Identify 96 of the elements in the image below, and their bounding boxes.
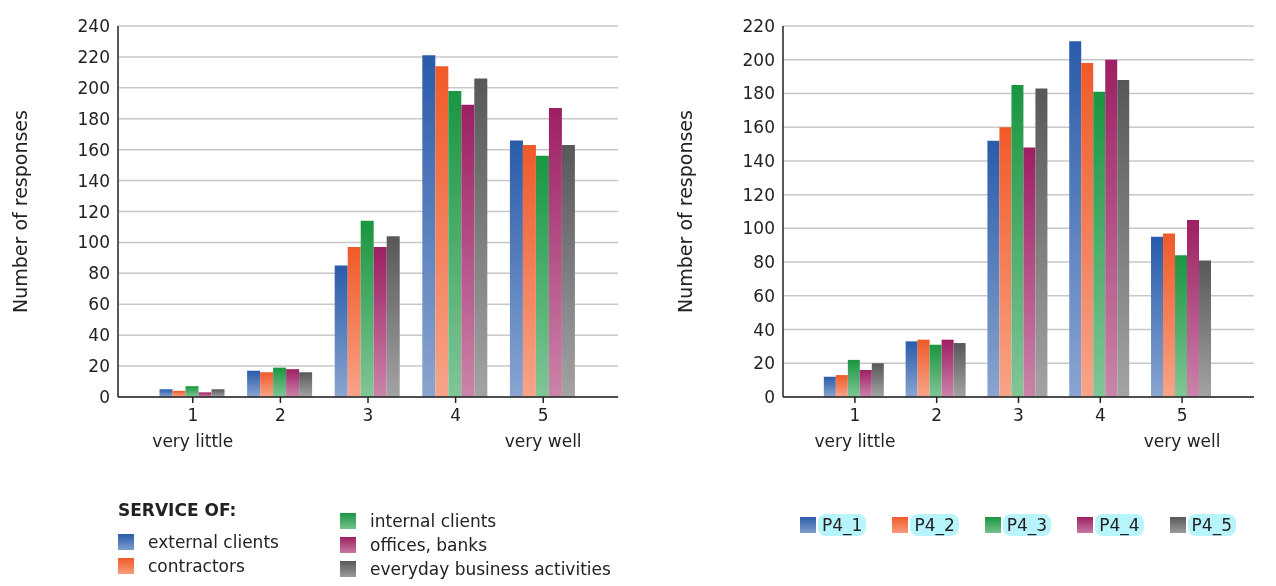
bar xyxy=(1175,255,1188,397)
bar xyxy=(953,343,966,397)
legend-label: offices, banks xyxy=(370,535,487,555)
legend-label: P4_3 xyxy=(1002,514,1052,536)
legend-title: SERVICE OF: xyxy=(118,500,238,522)
y-tick-label: 20 xyxy=(88,356,110,377)
bar xyxy=(474,78,488,397)
bar xyxy=(299,372,313,397)
bar xyxy=(1035,88,1048,397)
bar xyxy=(535,155,549,397)
bar xyxy=(260,372,274,397)
bar xyxy=(1011,85,1024,397)
bar xyxy=(509,140,523,397)
bar xyxy=(1117,79,1130,397)
y-tick-label: 240 xyxy=(77,16,110,37)
y-tick-label: 200 xyxy=(77,77,110,98)
bar xyxy=(185,386,199,397)
bar xyxy=(999,127,1012,397)
bar xyxy=(448,90,462,397)
y-tick-label: 60 xyxy=(88,294,110,315)
bar xyxy=(422,55,436,397)
bar xyxy=(1187,219,1200,397)
y-tick-label: 0 xyxy=(764,387,775,408)
y-tick-label: 160 xyxy=(742,117,775,138)
y-tick-label: 60 xyxy=(753,285,775,306)
bar xyxy=(435,66,449,397)
y-tick-label: 0 xyxy=(99,387,110,408)
bar xyxy=(987,140,1000,397)
y-tick-label: 220 xyxy=(77,46,110,67)
bar xyxy=(159,389,173,397)
legend-label: everyday business activities xyxy=(370,559,611,579)
bar xyxy=(905,341,918,397)
y-tick-label: 220 xyxy=(742,16,775,37)
bar xyxy=(941,339,954,397)
y-tick-label: 80 xyxy=(88,263,110,284)
y-tick-label: 140 xyxy=(77,170,110,191)
y-axis-title: Number of responses xyxy=(673,110,696,313)
y-tick-label: 100 xyxy=(742,218,775,239)
legend-label: external clients xyxy=(148,532,279,552)
bar xyxy=(1093,91,1106,397)
bar xyxy=(386,236,400,397)
bar xyxy=(1163,233,1176,397)
y-tick-label: 40 xyxy=(753,319,775,340)
y-tick-label: 20 xyxy=(753,353,775,374)
y-axis-title: Number of responses xyxy=(8,110,31,313)
y-tick-label: 160 xyxy=(77,139,110,160)
bar xyxy=(373,247,387,397)
x-tick-label: 5 very well xyxy=(504,405,582,451)
y-tick-label: 180 xyxy=(77,108,110,129)
bar xyxy=(360,220,374,397)
x-tick-label: 1 very little xyxy=(152,405,234,451)
bar xyxy=(347,247,361,397)
legend-label: P4_1 xyxy=(818,514,867,536)
bar xyxy=(247,370,261,397)
bar xyxy=(859,370,872,397)
bar xyxy=(917,339,930,397)
legend-label: P4_4 xyxy=(1095,514,1144,536)
x-tick-label: 2 xyxy=(931,405,943,425)
y-tick-label: 40 xyxy=(88,325,110,346)
bar xyxy=(1105,59,1118,397)
bar xyxy=(561,145,575,397)
bar xyxy=(1199,260,1212,397)
legend-label: P4_2 xyxy=(910,514,959,536)
x-tick-label: 4 xyxy=(450,405,462,425)
bar xyxy=(871,363,884,397)
y-tick-label: 100 xyxy=(77,232,110,253)
x-tick-label: 3 xyxy=(1013,405,1024,425)
y-tick-label: 120 xyxy=(77,201,110,222)
bar xyxy=(835,375,848,397)
legend-label: P4_5 xyxy=(1187,514,1236,536)
y-tick-label: 80 xyxy=(753,252,775,273)
x-tick-label: 2 xyxy=(274,405,286,425)
bar xyxy=(823,376,836,397)
x-tick-label: 3 xyxy=(362,405,374,425)
bar xyxy=(548,107,562,397)
bar xyxy=(273,367,287,397)
bar xyxy=(286,369,300,397)
bar xyxy=(847,359,860,397)
bar xyxy=(522,145,536,397)
y-tick-label: 140 xyxy=(742,150,775,171)
legend-label: contractors xyxy=(148,556,245,576)
bar xyxy=(211,389,225,397)
bar xyxy=(334,265,348,397)
y-tick-label: 200 xyxy=(742,49,775,70)
y-tick-label: 120 xyxy=(742,184,775,205)
bar xyxy=(1023,147,1036,397)
legend-label: internal clients xyxy=(370,511,497,531)
x-tick-label: 1 very little xyxy=(814,405,896,451)
bar xyxy=(461,104,475,397)
y-tick-label: 180 xyxy=(742,83,775,104)
bar xyxy=(1081,63,1094,397)
bar xyxy=(929,344,942,397)
bar xyxy=(1069,41,1082,397)
x-tick-label: 5 very well xyxy=(1143,405,1221,451)
x-tick-label: 4 xyxy=(1094,405,1106,425)
bar xyxy=(1151,236,1164,397)
